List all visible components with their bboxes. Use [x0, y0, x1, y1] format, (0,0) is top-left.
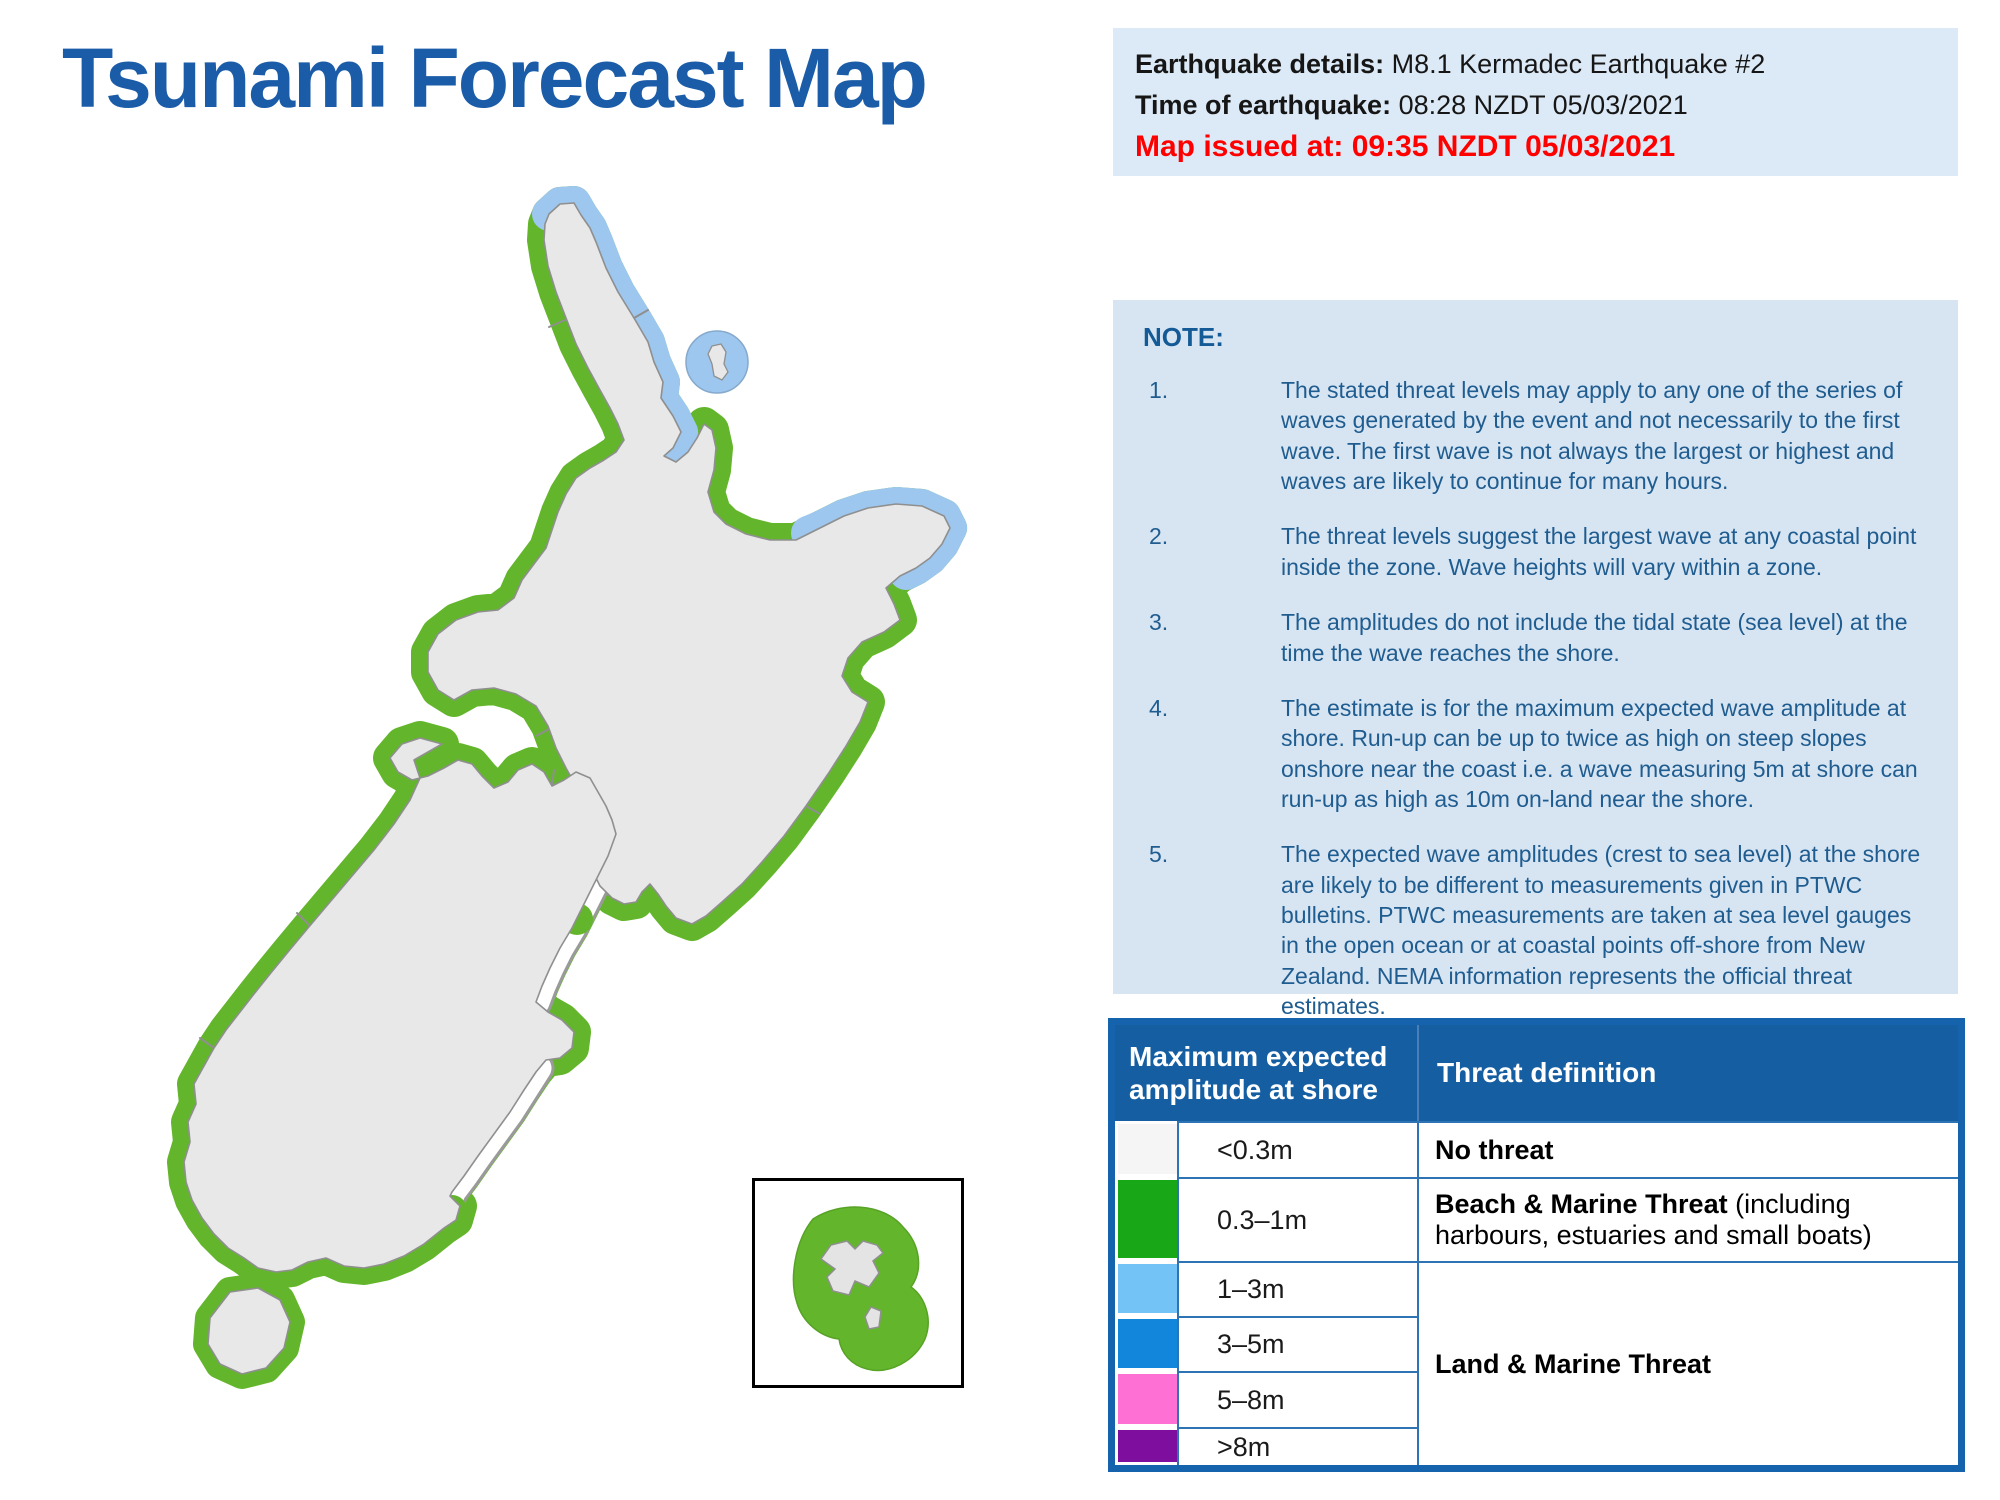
note-item-5: 5. The expected wave amplitudes (crest t… — [1143, 839, 1928, 1021]
page-title: Tsunami Forecast Map — [62, 31, 928, 125]
legend-range: 5–8m — [1177, 1371, 1417, 1427]
chatham-islands-map — [792, 1206, 929, 1372]
earthquake-details-value: M8.1 Kermadec Earthquake #2 — [1384, 49, 1766, 79]
note-item-2: 2. The threat levels suggest the largest… — [1143, 521, 1928, 582]
note-item-number: 4. — [1149, 694, 1169, 721]
south-island-land — [183, 737, 617, 1273]
note-item-text: The expected wave amplitudes (crest to s… — [1281, 841, 1921, 1020]
note-item-1: 1. The stated threat levels may apply to… — [1143, 375, 1928, 496]
legend-range: 1–3m — [1177, 1261, 1417, 1316]
great-barrier-island-land — [707, 343, 729, 381]
note-item-text: The amplitudes do not include the tidal … — [1281, 609, 1908, 666]
map-issued-label: Map issued at: — [1135, 130, 1344, 163]
note-item-4: 4. The estimate is for the maximum expec… — [1143, 693, 1928, 814]
threat-label-bold: Beach & Marine Threat — [1435, 1189, 1728, 1219]
note-item-number: 1. — [1149, 377, 1169, 403]
note-item-text: The stated threat levels may apply to an… — [1281, 377, 1903, 495]
threat-label-bold: No threat — [1435, 1134, 1554, 1165]
note-item-number: 5. — [1149, 841, 1169, 868]
legend-header-threat: Threat definition — [1417, 1025, 1958, 1121]
earthquake-time-line: Time of earthquake: 08:28 NZDT 05/03/202… — [1135, 85, 1936, 126]
earthquake-time-label: Time of earthquake: — [1135, 89, 1392, 120]
color-swatch — [1118, 1264, 1177, 1313]
legend-swatch-no-threat — [1115, 1121, 1177, 1177]
legend-swatch-3-5m — [1115, 1316, 1177, 1371]
legend-swatch-5-8m — [1115, 1371, 1177, 1427]
color-swatch — [1118, 1124, 1177, 1174]
threat-label-rest: (including harbours, estuaries and small… — [1435, 1189, 1872, 1250]
legend-header-amplitude: Maximum expected amplitude at shore — [1115, 1025, 1417, 1121]
chatham-main-island — [819, 1240, 885, 1296]
note-item-number: 3. — [1149, 609, 1169, 636]
legend-threat-beach-marine: Beach & Marine Threat (including harbour… — [1417, 1177, 1958, 1261]
note-item-number: 2. — [1149, 523, 1169, 550]
color-swatch — [1118, 1180, 1177, 1258]
earthquake-details-box: Earthquake details: M8.1 Kermadec Earthq… — [1113, 28, 1958, 176]
earthquake-details-line: Earthquake details: M8.1 Kermadec Earthq… — [1135, 44, 1936, 85]
note-heading: NOTE: — [1143, 322, 1224, 352]
legend-threat-land-marine: Land & Marine Threat — [1417, 1261, 1958, 1465]
note-item-text: The threat levels suggest the largest wa… — [1281, 523, 1917, 580]
chatham-green-zone — [792, 1206, 929, 1372]
legend-range: >8m — [1177, 1427, 1417, 1465]
north-island-land — [427, 202, 951, 925]
note-box: NOTE: 1. The stated threat levels may ap… — [1113, 300, 1958, 1019]
legend-range: 3–5m — [1177, 1316, 1417, 1371]
pitt-island — [864, 1306, 882, 1330]
color-swatch — [1118, 1430, 1177, 1462]
map-issued-line: Map issued at: 09:35 NZDT 05/03/2021 — [1135, 125, 1936, 169]
threat-legend-table: Maximum expected amplitude at shore Thre… — [1108, 1018, 1965, 1472]
note-item-text: The estimate is for the maximum expected… — [1281, 694, 1918, 812]
threat-label-bold: Land & Marine Threat — [1435, 1348, 1712, 1379]
color-swatch — [1118, 1319, 1177, 1368]
legend-range: 0.3–1m — [1177, 1177, 1417, 1261]
color-swatch — [1118, 1374, 1177, 1424]
legend-swatch-beach-marine — [1115, 1177, 1177, 1261]
map-issued-value: 09:35 NZDT 05/03/2021 — [1343, 130, 1676, 163]
chatham-islands-inset — [752, 1178, 964, 1388]
legend-threat-no-threat: No threat — [1417, 1121, 1958, 1177]
earthquake-time-value: 08:28 NZDT 05/03/2021 — [1391, 89, 1688, 120]
legend-swatch-1-3m — [1115, 1261, 1177, 1316]
legend-swatch-8m-plus — [1115, 1427, 1177, 1465]
legend-range: <0.3m — [1177, 1121, 1417, 1177]
earthquake-details-label: Earthquake details: — [1135, 49, 1385, 79]
note-item-3: 3. The amplitudes do not include the tid… — [1143, 607, 1928, 668]
nz-tsunami-threat-map — [167, 186, 967, 1389]
stewart-island-land — [207, 1287, 291, 1375]
